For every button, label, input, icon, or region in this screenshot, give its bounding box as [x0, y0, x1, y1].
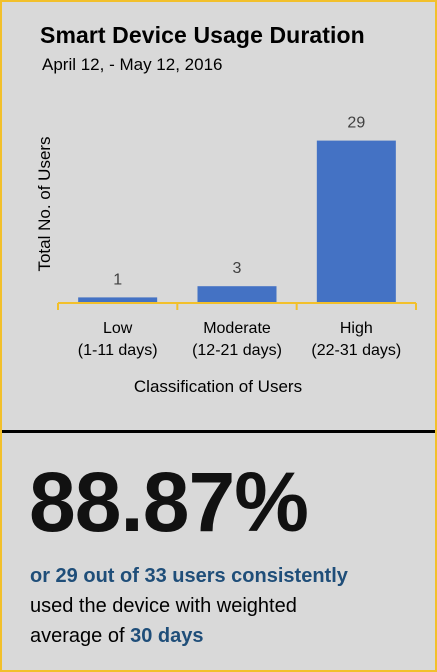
y-axis-title: Total No. of Users — [35, 136, 54, 271]
summary-text: or 29 out of 33 users consistently used … — [30, 561, 348, 651]
bar — [78, 297, 158, 303]
category-label: Low — [103, 320, 133, 337]
chart-subtitle: April 12, - May 12, 2016 — [42, 55, 223, 74]
x-axis-title: Classification of Users — [134, 377, 302, 396]
section-divider — [2, 430, 435, 433]
bar — [197, 286, 277, 303]
category-label: (12-21 days) — [192, 342, 282, 359]
category-label: (1-11 days) — [78, 342, 158, 359]
summary-line-3-prefix: average of — [30, 625, 131, 647]
summary-line-3-highlight: 30 days — [130, 625, 204, 647]
data-label: 29 — [347, 115, 365, 132]
big-stat: 88.87% — [29, 455, 309, 549]
category-label: (22-31 days) — [311, 342, 401, 359]
summary-line-2: used the device with weighted — [30, 595, 297, 617]
chart-title: Smart Device Usage Duration — [40, 22, 365, 48]
category-label: High — [340, 320, 373, 337]
bar-chart: 1 Low (1-11 days) 3 Moderate (12-21 days) 29 Hi… — [35, 115, 417, 396]
summary-line-1: or 29 out of 33 users consistently — [30, 565, 348, 587]
category-label: Moderate — [203, 320, 271, 337]
data-label: 3 — [233, 260, 242, 277]
summary-line-3: average of 30 days — [30, 621, 348, 651]
data-label: 1 — [113, 271, 122, 288]
bar — [316, 140, 396, 303]
